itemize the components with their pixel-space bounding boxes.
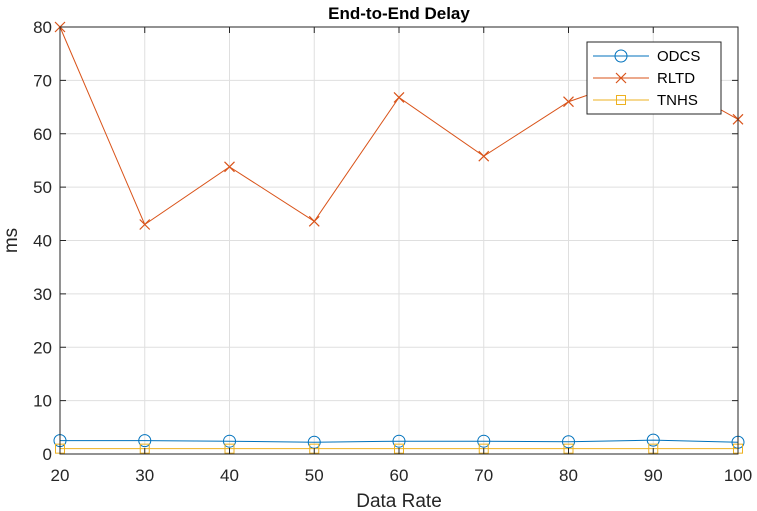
legend-item-odcs: ODCS [593,48,700,65]
y-tick-label: 70 [33,71,52,90]
data-point-rltd [393,92,405,103]
legend: ODCS RLTD TNHS [586,41,722,115]
data-point-rltd [224,161,235,173]
data-point-rltd [478,150,490,162]
x-tick-label: 90 [644,466,663,485]
legend-item-tnhs: TNHS [593,92,698,109]
y-tick-label: 50 [33,178,52,197]
y-tick-label: 80 [33,18,52,37]
tick-labels: 20 30 40 50 60 70 80 90 100 0 10 20 30 40 50 60 70 80 [33,18,752,485]
y-tick-label: 40 [33,232,52,251]
chart-title: End-to-End Delay [328,4,470,23]
x-tick-label: 60 [390,466,409,485]
legend-label: RLTD [657,70,695,87]
legend-marker [615,72,627,84]
x-tick-label: 40 [220,466,239,485]
legend-label: TNHS [657,92,698,109]
data-point-rltd [139,219,151,230]
data-point-odcs [138,434,152,448]
y-tick-label: 0 [43,445,52,464]
legend-item-rltd: RLTD [593,70,695,87]
y-tick-label: 20 [33,338,52,357]
x-tick-label: 20 [51,466,70,485]
y-axis-label: ms [1,228,22,253]
legend-marker [616,95,626,105]
data-point-odcs [646,433,660,447]
y-tick-label: 30 [33,285,52,304]
x-tick-label: 30 [135,466,154,485]
x-tick-label: 80 [559,466,578,485]
data-point-odcs [562,435,575,449]
y-tick-label: 60 [33,125,52,144]
legend-marker [614,49,628,63]
axis-ticks [59,26,739,455]
x-tick-label: 50 [305,466,324,485]
y-tick-label: 10 [33,392,52,411]
series-line-odcs [60,439,739,443]
data-point-rltd [563,96,574,108]
x-axis-label: Data Rate [356,491,442,511]
data-point-odcs [392,434,406,448]
x-tick-label: 70 [474,466,493,485]
data-point-rltd [308,215,320,227]
x-tick-label: 100 [724,466,752,485]
legend-label: ODCS [657,48,700,65]
data-point-odcs [477,434,491,448]
data-point-odcs [223,434,236,448]
